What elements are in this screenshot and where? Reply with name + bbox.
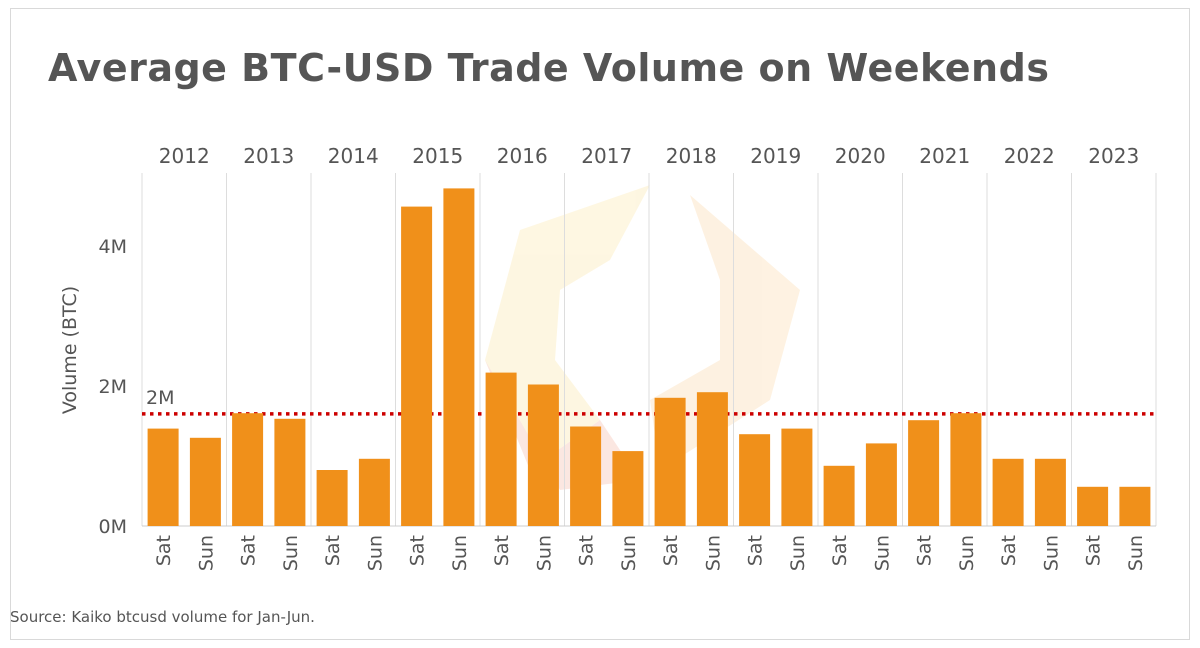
year-label: 2019 (750, 144, 801, 168)
source-note: Source: Kaiko btcusd volume for Jan-Jun. (10, 608, 315, 626)
day-label: Sun (787, 535, 809, 571)
bar-2015-sun (443, 188, 475, 526)
year-label: 2021 (919, 144, 970, 168)
day-label: Sat (1083, 535, 1105, 566)
bar-2019-sun (781, 428, 813, 526)
chart-title: Average BTC-USD Trade Volume on Weekends (48, 46, 1050, 90)
day-label: Sat (322, 535, 344, 566)
day-label: Sun (533, 535, 555, 571)
day-label: Sat (576, 535, 598, 566)
bar-2014-sun (358, 458, 390, 526)
bar-2013-sun (274, 418, 306, 526)
day-label: Sat (660, 535, 682, 566)
bar-2021-sun (950, 413, 982, 526)
bar-2023-sat (1077, 486, 1109, 526)
day-label: Sun (364, 535, 386, 571)
day-labels: Sat Sun Sat Sun Sat Sun Sat Sun Sat Sun Sat Sun Sat S… (153, 535, 1147, 571)
reference-line-label: 2M (146, 387, 174, 409)
year-label: 2020 (835, 144, 886, 168)
bar-2021-sat (908, 420, 940, 526)
day-label: Sat (407, 535, 429, 566)
bar-2018-sun (696, 392, 728, 526)
watermark-logo (485, 185, 800, 490)
year-label: 2013 (243, 144, 294, 168)
year-label: 2023 (1088, 144, 1139, 168)
chart-frame (10, 8, 1190, 640)
day-label: Sun (1125, 535, 1147, 571)
year-label: 2012 (159, 144, 210, 168)
day-label: Sat (491, 535, 513, 566)
bar-2017-sat (570, 426, 602, 526)
bars (147, 188, 1151, 527)
year-label: 2015 (412, 144, 463, 168)
day-label: Sun (702, 535, 724, 571)
day-label: Sat (914, 535, 936, 566)
bar-2022-sun (1034, 458, 1066, 526)
year-labels: 2012 2013 2014 2015 2016 2017 2018 2019 2020 2021… (159, 144, 1139, 168)
day-label: Sun (280, 535, 302, 571)
bar-2012-sat (147, 428, 179, 526)
bar-2018-sat (654, 397, 686, 526)
year-label: 2017 (581, 144, 632, 168)
y-tick-label: 4M (99, 236, 127, 258)
year-label: 2016 (497, 144, 548, 168)
day-label: Sun (1040, 535, 1062, 571)
bar-2022-sat (992, 458, 1024, 526)
bar-2019-sat (739, 434, 771, 526)
day-label: Sun (449, 535, 471, 571)
year-label: 2014 (328, 144, 379, 168)
bar-2016-sun (527, 384, 559, 526)
day-label: Sun (956, 535, 978, 571)
day-label: Sat (745, 535, 767, 566)
day-label: Sat (238, 535, 260, 566)
bar-2014-sat (316, 470, 348, 526)
day-label: Sun (195, 535, 217, 571)
y-axis-label: Volume (BTC) (59, 286, 81, 414)
bar-2015-sat (401, 206, 433, 526)
bar-2012-sun (189, 437, 221, 527)
bar-2013-sat (232, 413, 264, 526)
bar-2020-sat (823, 465, 855, 526)
day-label: Sat (998, 535, 1020, 566)
y-axis: 0M 2M 4M (99, 236, 127, 538)
bar-2017-sun (612, 451, 644, 526)
y-tick-label: 2M (99, 376, 127, 398)
day-label: Sun (618, 535, 640, 571)
year-label: 2022 (1004, 144, 1055, 168)
day-label: Sat (829, 535, 851, 566)
y-tick-label: 0M (99, 516, 127, 538)
year-separators (141, 173, 1157, 527)
year-label: 2018 (666, 144, 717, 168)
day-label: Sun (871, 535, 893, 571)
bar-2016-sat (485, 372, 517, 526)
day-label: Sat (153, 535, 175, 566)
bar-2020-sun (865, 443, 897, 526)
bar-2023-sun (1119, 486, 1151, 526)
